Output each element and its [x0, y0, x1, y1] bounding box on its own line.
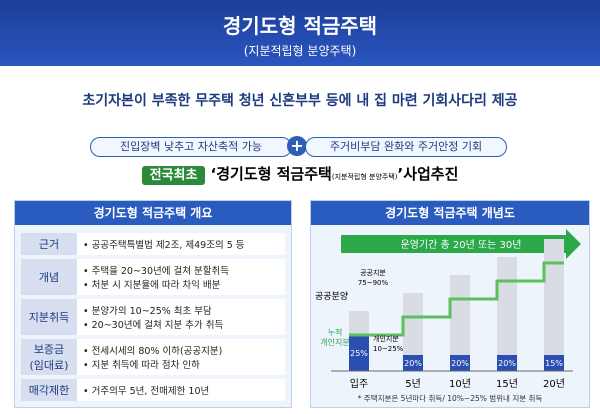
panel-title: 경기도형 적금주택 개념도: [311, 201, 589, 225]
public-share-column: [497, 257, 517, 371]
row-body: • 전세시세의 80% 이하(공공지분) • 지분 취득에 따라 점차 인하: [77, 339, 285, 375]
personal-share-block: [497, 355, 517, 371]
personal-share-label: 개인지분: [373, 334, 399, 343]
row-label: 지분취득: [21, 299, 77, 335]
tagline: 초기자본이 부족한 무주택 청년 신혼부부 등에 내 집 마련 기회사다리 제공: [82, 93, 518, 109]
personal-share-label: 10~25%: [373, 345, 404, 353]
row-item: • 20~30년에 걸쳐 지분 추가 취득: [83, 320, 224, 331]
public-share-column: [403, 293, 423, 371]
x-label: 20년: [543, 378, 565, 390]
share-label: 20%: [498, 359, 516, 368]
subtitle: (지분적립형 분양주택): [243, 44, 357, 58]
arrow: [341, 229, 581, 259]
diagram: 운영기간 총 20년 또는 30년 25% 입주 20% 5년 20% 10년 20% 15년 1…: [315, 229, 581, 403]
label-line: 매각제한: [28, 384, 70, 397]
share-label: 15%: [545, 359, 563, 368]
label-line: 근거: [38, 238, 60, 251]
public-share-label: 75~90%: [358, 279, 389, 287]
table-row: 개념 • 주택을 20~30년에 걸쳐 분할취득 • 처분 시 지분율에 따라 차익…: [21, 259, 285, 295]
table-row: 지분취득 • 분양가의 10~25% 최초 부담 • 20~30년에 걸쳐 지분 추…: [21, 299, 285, 335]
row-item: • 지분 취득에 따라 점차 인하: [83, 360, 200, 371]
item-text: 분양가의 10~25% 최초 부담: [91, 306, 212, 317]
share-label: 20%: [451, 359, 469, 368]
x-label: 15년: [496, 378, 518, 390]
row-item: • 거주의무 5년, 전매제한 10년: [83, 386, 210, 397]
table-row: 근거 • 공공주택특별법 제2조, 제49조의 5 등: [21, 233, 285, 255]
note: * 주택지분은 5년마다 취득/ 10%~25% 범위내 지분 취득: [358, 393, 543, 403]
row-label: 매각제한: [21, 379, 77, 401]
public-label: 공공분양: [315, 291, 348, 302]
panel-title: 경기도형 적금주택 개요: [15, 201, 291, 225]
row-body: • 분양가의 10~25% 최초 부담 • 20~30년에 걸쳐 지분 추가 취득: [77, 299, 285, 335]
item-text: 지분 취득에 따라 점차 인하: [91, 360, 200, 371]
label-line: (임대료): [29, 359, 69, 372]
personal-share-block: [403, 355, 423, 371]
cumulative-label: 누적: [328, 327, 343, 337]
header: 경기도형 적금주택 (지분적립형 분양주택): [0, 0, 600, 66]
growth-line: [349, 261, 564, 337]
label-line: 지분취득: [28, 311, 70, 324]
headline: 전국최초 ‘경기도형 적금주택(지분적립형 분양주택)’사업추진: [0, 163, 600, 185]
row-item: • 처분 시 지분율에 따라 차익 배분: [83, 280, 221, 291]
item-text: 전세시세의 80% 이하(공공지분): [91, 346, 223, 357]
arrow-label: 운영기간 총 20년 또는 30년: [401, 239, 522, 251]
headline-small: (지분적립형 분양주택): [331, 173, 398, 181]
row-label: 근거: [21, 233, 77, 255]
share-label: 25%: [350, 349, 368, 358]
cumulative-label: 개인지분: [320, 337, 349, 347]
item-text: 공공주택특별법 제2조, 제49조의 5 등: [91, 240, 245, 251]
x-label: 5년: [405, 378, 421, 390]
personal-share-block: [450, 355, 470, 371]
pill: 진입장벽 낮추고 자산축적 가능: [90, 137, 292, 157]
x-label: 입주: [350, 377, 368, 390]
public-share-column: [544, 239, 564, 371]
row-label: 보증금 (임대료): [21, 339, 77, 375]
headline-main: ‘경기도형 적금주택: [210, 165, 332, 183]
table-row: 보증금 (임대료) • 전세시세의 80% 이하(공공지분) • 지분 취득에 따라 …: [21, 339, 285, 375]
item-text: 처분 시 지분율에 따라 차익 배분: [91, 280, 221, 291]
item-text: 주택을 20~30년에 걸쳐 분할취득: [91, 266, 229, 277]
row-label: 개념: [21, 259, 77, 295]
share-label: 20%: [404, 359, 422, 368]
label-line: 개념: [38, 271, 60, 284]
pill: 주거비부담 완화와 주거안정 기회: [305, 137, 507, 157]
personal-share-block: [544, 355, 564, 371]
plus-icon: +: [287, 136, 307, 156]
row-body: • 공공주택특별법 제2조, 제49조의 5 등: [77, 233, 285, 255]
diagram-panel: 경기도형 적금주택 개념도 운영기간 총 20년 또는 30년 25% 입주 20% 5…: [310, 200, 590, 408]
title: 경기도형 적금주택: [222, 14, 378, 38]
label-line: 보증금: [33, 343, 65, 356]
headline-end: ’사업추진: [397, 165, 459, 183]
table-row: 매각제한 • 거주의무 5년, 전매제한 10년: [21, 379, 285, 401]
row-body: • 주택을 20~30년에 걸쳐 분할취득 • 처분 시 지분율에 따라 차익 배…: [77, 259, 285, 295]
row-item: • 분양가의 10~25% 최초 부담: [83, 306, 212, 317]
row-item: • 주택을 20~30년에 걸쳐 분할취득: [83, 266, 229, 277]
badge: 전국최초: [141, 166, 206, 185]
row-item: • 공공주택특별법 제2조, 제49조의 5 등: [83, 240, 245, 251]
row-item: • 전세시세의 80% 이하(공공지분): [83, 346, 223, 357]
x-label: 10년: [449, 378, 471, 390]
item-text: 거주의무 5년, 전매제한 10년: [91, 386, 210, 397]
personal-share-block: [349, 335, 369, 371]
item-text: 20~30년에 걸쳐 지분 추가 취득: [91, 320, 224, 331]
row-body: • 거주의무 5년, 전매제한 10년: [77, 379, 285, 401]
public-share-label: 공공지분: [360, 268, 386, 277]
